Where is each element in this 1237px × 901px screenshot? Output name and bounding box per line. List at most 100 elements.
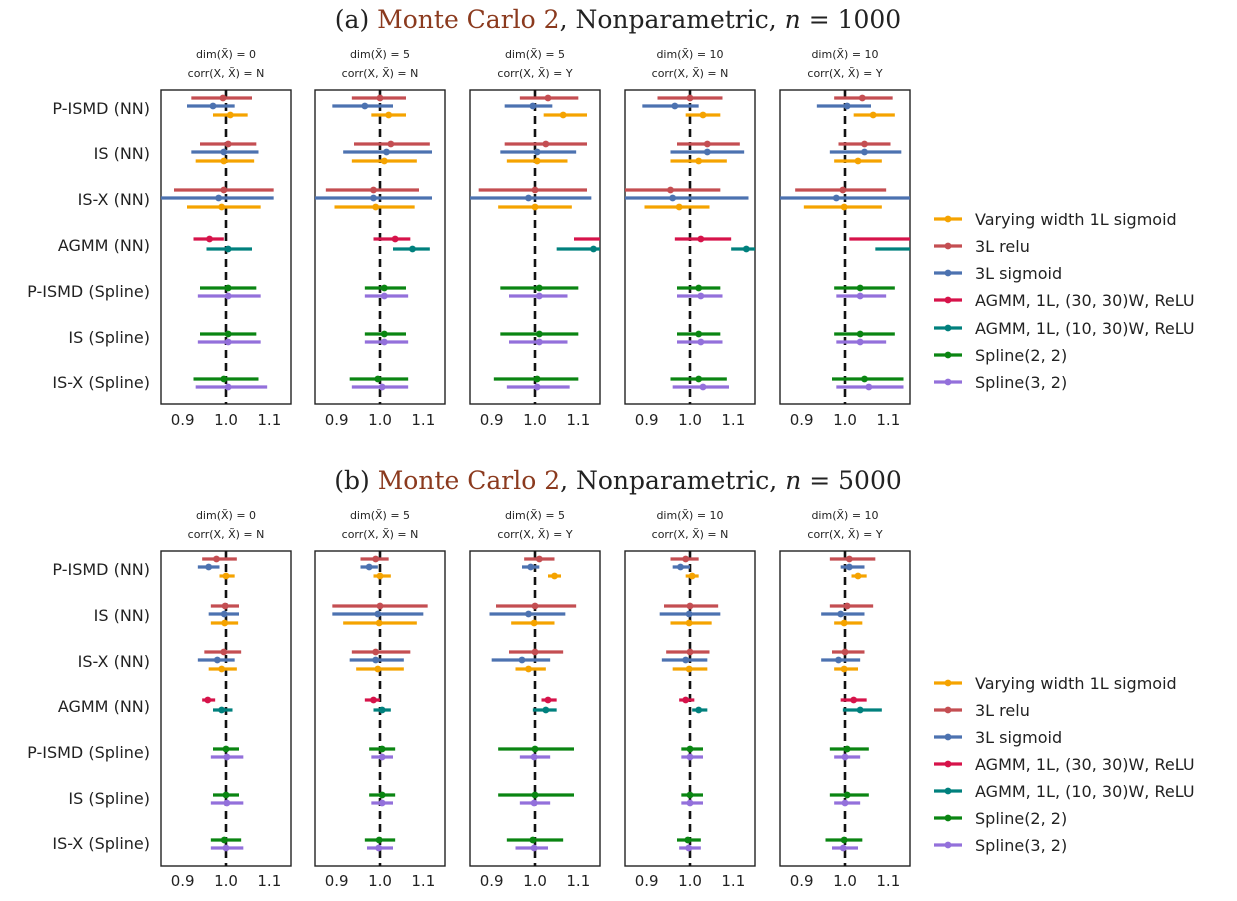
point-estimate — [378, 383, 386, 391]
legend-swatch-dot — [944, 841, 952, 849]
panel: dim(X̃) = 0 corr(X, X̃) = N 0.9 1.0 1.1 — [160, 509, 292, 890]
point-estimate — [204, 696, 212, 704]
row-title-part: Monte Carlo 2 — [377, 5, 559, 34]
point-estimate — [542, 140, 550, 148]
point-estimate — [527, 563, 535, 571]
point-estimate — [218, 203, 226, 211]
point-estimate — [213, 656, 221, 664]
point-estimate — [742, 245, 750, 253]
point-estimate — [383, 148, 390, 156]
point-estimate — [530, 844, 538, 852]
point-estimate — [220, 610, 228, 618]
panel-plot — [332, 551, 428, 866]
legend-label: AGMM, 1L, (30, 30)W, ReLU — [975, 755, 1195, 774]
legend-swatch-dot — [944, 787, 952, 795]
point-estimate — [222, 572, 230, 580]
point-estimate — [380, 292, 388, 300]
x-tick-label: 1.0 — [678, 411, 702, 429]
category-label: IS (Spline) — [68, 789, 150, 808]
point-estimate — [224, 245, 232, 253]
point-estimate — [697, 235, 705, 243]
category-label: P-ISMD (NN) — [52, 560, 150, 579]
point-estimate — [869, 111, 877, 119]
legend-label: Spline(3, 2) — [975, 373, 1067, 392]
legend-item: 3L relu — [934, 701, 1030, 720]
x-tick-label: 1.1 — [876, 411, 900, 429]
legend-item: 3L relu — [934, 237, 1030, 256]
point-estimate — [222, 844, 230, 852]
point-estimate — [861, 148, 868, 156]
point-estimate — [224, 284, 232, 292]
legend-item: 3L sigmoid — [934, 264, 1062, 283]
x-tick-label: 0.9 — [325, 872, 349, 890]
panel-title-line2: corr(X, X̃) = N — [188, 528, 265, 541]
point-estimate — [531, 203, 539, 211]
legend-label: 3L sigmoid — [975, 728, 1062, 747]
point-estimate — [376, 602, 384, 610]
legend-item: Varying width 1L sigmoid — [934, 210, 1177, 229]
point-estimate — [380, 157, 388, 165]
point-estimate — [835, 656, 842, 664]
legend-label: 3L relu — [975, 701, 1030, 720]
point-estimate — [533, 157, 541, 165]
panel-title-line2: corr(X, X̃) = N — [342, 528, 419, 541]
row-title-part: (a) — [335, 5, 377, 34]
point-estimate — [682, 656, 690, 664]
point-estimate — [378, 745, 386, 753]
x-tick-label: 1.1 — [566, 872, 590, 890]
row-title-1: (b) Monte Carlo 2, Nonparametric, n = 50… — [334, 466, 902, 495]
point-estimate — [840, 665, 848, 673]
point-estimate — [675, 203, 683, 211]
point-estimate — [686, 753, 694, 761]
point-estimate — [551, 572, 558, 580]
point-estimate — [840, 619, 848, 627]
point-estimate — [682, 696, 690, 704]
point-estimate — [669, 194, 677, 202]
legend-swatch-dot — [944, 706, 952, 714]
legend-item: Spline(2, 2) — [934, 809, 1067, 828]
point-estimate — [372, 555, 380, 563]
point-estimate — [850, 696, 858, 704]
point-estimate — [376, 572, 384, 580]
legend-swatch-dot — [944, 679, 952, 687]
point-estimate — [374, 375, 382, 383]
x-tick-label: 0.9 — [790, 872, 814, 890]
legend-label: AGMM, 1L, (30, 30)W, ReLU — [975, 291, 1195, 310]
x-tick-label: 1.0 — [214, 872, 238, 890]
point-estimate — [374, 610, 382, 618]
x-tick-label: 1.1 — [411, 872, 435, 890]
panel-plot — [625, 90, 755, 404]
legend-swatch-dot — [944, 733, 952, 741]
point-estimate — [374, 665, 382, 673]
legend-swatch-dot — [944, 814, 952, 822]
legend-item: Spline(3, 2) — [934, 836, 1067, 855]
legend-label: AGMM, 1L, (10, 30)W, ReLU — [975, 782, 1195, 801]
point-estimate — [220, 148, 228, 156]
point-estimate — [845, 563, 853, 571]
point-estimate — [370, 696, 377, 704]
point-estimate — [697, 338, 705, 346]
point-estimate — [688, 572, 696, 580]
point-estimate — [205, 563, 213, 571]
point-estimate — [535, 284, 543, 292]
point-estimate — [531, 791, 539, 799]
point-estimate — [928, 236, 935, 243]
point-estimate — [841, 753, 849, 761]
panel-title-line2: corr(X, X̃) = N — [652, 528, 729, 541]
point-estimate — [854, 572, 862, 580]
x-tick-label: 1.1 — [721, 872, 745, 890]
point-estimate — [686, 648, 694, 656]
point-estimate — [682, 555, 690, 563]
point-estimate — [525, 665, 532, 673]
point-estimate — [686, 791, 694, 799]
panel-plot — [659, 551, 721, 866]
point-estimate — [525, 194, 532, 202]
x-tick-label: 0.9 — [171, 411, 195, 429]
row-title-0: (a) Monte Carlo 2, Nonparametric, n = 10… — [335, 5, 901, 34]
point-estimate — [858, 94, 866, 102]
point-estimate — [209, 102, 217, 110]
point-estimate — [861, 140, 868, 148]
point-estimate — [220, 648, 228, 656]
panel: dim(X̃) = 5 corr(X, X̃) = Y 0.9 1.0 1.1 — [469, 48, 601, 429]
x-tick-label: 1.0 — [368, 872, 392, 890]
